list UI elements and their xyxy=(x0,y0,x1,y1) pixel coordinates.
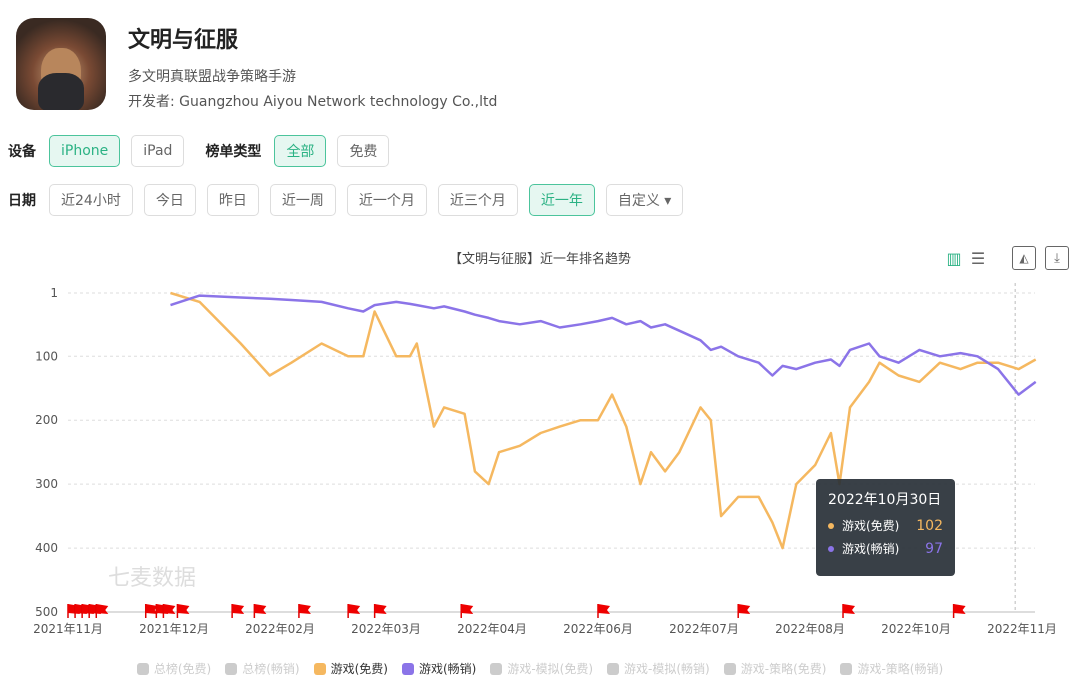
date-3months-button[interactable]: 近三个月 xyxy=(437,184,518,216)
legend-item[interactable]: 游戏-模拟(畅销) xyxy=(607,660,710,677)
tooltip-value: 97 xyxy=(925,540,943,557)
legend-item[interactable]: 总榜(畅销) xyxy=(225,660,300,677)
event-flag-icon[interactable] xyxy=(231,604,245,618)
event-flag-icon[interactable] xyxy=(737,604,751,618)
event-flag-icon[interactable] xyxy=(144,604,158,618)
event-flag-icon[interactable] xyxy=(842,604,856,618)
legend-label: 总榜(免费) xyxy=(153,662,212,676)
event-flag-icon[interactable] xyxy=(347,604,361,618)
x-tick-label: 2022年08月 xyxy=(775,622,845,636)
date-year-button[interactable]: 近一年 xyxy=(528,184,595,216)
tooltip-row-free: 游戏(免费) 102 xyxy=(828,517,943,534)
app-developer: 开发者: Guangzhou Aiyou Network technology … xyxy=(128,94,498,110)
legend: 总榜(免费) 总榜(畅销) 游戏(免费) 游戏(畅销) 游戏-模拟(免费) 游戏-模拟(畅… xyxy=(0,660,1080,677)
image-icon[interactable]: ◭ xyxy=(1012,246,1036,270)
watermark: 七麦数据 xyxy=(108,566,197,591)
x-tick-label: 2022年03月 xyxy=(351,622,421,636)
x-tick-label: 2021年11月 xyxy=(33,622,103,636)
tooltip-series-name: 游戏(免费) xyxy=(842,519,900,533)
event-flag-icon[interactable] xyxy=(298,604,311,618)
tooltip: 2022年10月30日 游戏(免费) 102 游戏(畅销) 97 xyxy=(816,479,955,576)
bar-chart-icon[interactable]: ▥ xyxy=(946,248,962,268)
x-tick-label: 2022年07月 xyxy=(669,622,739,636)
chart-type-free-button[interactable]: 免费 xyxy=(337,135,390,167)
date-yesterday-button[interactable]: 昨日 xyxy=(206,184,259,216)
date-week-button[interactable]: 近一周 xyxy=(269,184,336,216)
y-tick-label: 1 xyxy=(50,286,58,300)
y-tick-label: 200 xyxy=(35,413,58,427)
event-flag-icon[interactable] xyxy=(95,604,109,618)
legend-item[interactable]: 游戏-模拟(免费) xyxy=(490,660,593,677)
event-flag-icon[interactable] xyxy=(253,604,267,618)
legend-label: 总榜(畅销) xyxy=(242,662,300,676)
legend-item[interactable]: 游戏-策略(畅销) xyxy=(840,660,943,677)
date-custom-dropdown[interactable]: 自定义 ▾ xyxy=(605,184,684,216)
legend-item[interactable]: 游戏(免费) xyxy=(313,660,388,677)
legend-label: 游戏-策略(免费) xyxy=(740,662,827,676)
device-filter-row: 设备 iPhone iPad 榜单类型 全部 免费 xyxy=(8,135,390,167)
event-flag-icon[interactable] xyxy=(162,604,176,618)
legend-item[interactable]: 总榜(免费) xyxy=(136,660,212,677)
device-ipad-button[interactable]: iPad xyxy=(131,135,185,167)
x-tick-label: 2021年12月 xyxy=(139,622,209,636)
date-today-button[interactable]: 今日 xyxy=(143,184,196,216)
x-tick-label: 2022年10月 xyxy=(881,622,951,636)
event-flag-icon[interactable] xyxy=(952,604,966,618)
y-tick-label: 100 xyxy=(35,349,58,363)
legend-label: 游戏-策略(畅销) xyxy=(857,662,944,676)
date-24h-button[interactable]: 近24小时 xyxy=(49,184,133,216)
legend-label: 游戏-模拟(畅销) xyxy=(624,662,710,676)
app-title: 文明与征服 xyxy=(128,28,239,53)
tooltip-value: 102 xyxy=(916,517,943,534)
legend-label: 游戏-模拟(免费) xyxy=(507,662,594,676)
x-tick-label: 2022年11月 xyxy=(987,622,1057,636)
tooltip-series-name: 游戏(畅销) xyxy=(842,542,900,556)
chart-type-all-button[interactable]: 全部 xyxy=(274,135,327,167)
app-icon xyxy=(16,18,106,110)
chart-title: 【文明与征服】近一年排名趋势 xyxy=(448,252,631,267)
event-flag-icon[interactable] xyxy=(176,604,190,618)
device-label: 设备 xyxy=(8,144,36,160)
tooltip-date: 2022年10月30日 xyxy=(828,492,942,508)
event-flag-icon[interactable] xyxy=(597,604,610,618)
tooltip-row-grossing: 游戏(畅销) 97 xyxy=(828,540,943,557)
date-month-button[interactable]: 近一个月 xyxy=(346,184,427,216)
x-tick-label: 2022年04月 xyxy=(457,622,527,636)
series-line-grossing xyxy=(170,294,1037,396)
device-iphone-button[interactable]: iPhone xyxy=(49,135,121,167)
legend-label: 游戏(免费) xyxy=(330,662,388,676)
legend-label: 游戏(畅销) xyxy=(418,662,477,676)
list-icon[interactable]: ☰ xyxy=(970,248,986,268)
y-tick-label: 400 xyxy=(35,541,58,555)
legend-item[interactable]: 游戏-策略(免费) xyxy=(723,660,827,677)
download-icon[interactable]: ⤓ xyxy=(1045,246,1069,270)
x-tick-label: 2022年06月 xyxy=(563,622,633,636)
event-flag-icon[interactable] xyxy=(460,604,474,618)
app-subtitle: 多文明真联盟战争策略手游 xyxy=(128,69,296,85)
y-tick-label: 300 xyxy=(35,477,58,491)
date-label: 日期 xyxy=(8,193,36,209)
legend-item[interactable]: 游戏(畅销) xyxy=(401,660,477,677)
chart-type-label: 榜单类型 xyxy=(205,144,262,160)
date-filter-row: 日期 近24小时 今日 昨日 近一周 近一个月 近三个月 近一年 自定义 ▾ xyxy=(8,184,684,216)
y-tick-label: 500 xyxy=(35,605,58,619)
x-tick-label: 2022年02月 xyxy=(245,622,315,636)
event-flag-icon[interactable] xyxy=(373,604,387,618)
